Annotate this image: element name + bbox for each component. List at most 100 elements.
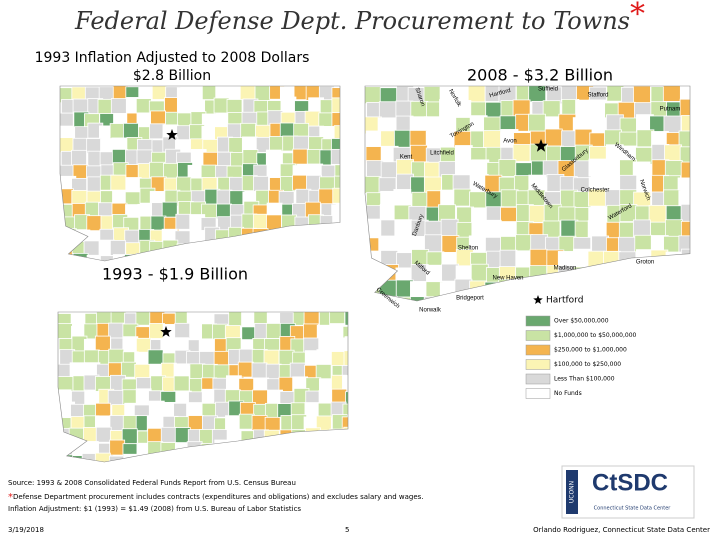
town: [437, 295, 456, 301]
town: [318, 188, 335, 205]
town-label: New Haven: [492, 276, 523, 282]
town: [316, 454, 333, 462]
town: [174, 322, 191, 339]
town: [269, 241, 285, 258]
town: [97, 98, 114, 115]
town: [266, 455, 283, 462]
town: [189, 230, 206, 246]
town: [604, 280, 623, 298]
town: [58, 376, 74, 392]
town: [332, 241, 340, 258]
town: [318, 429, 335, 446]
town: [303, 323, 319, 340]
town: [109, 240, 126, 256]
town: [365, 265, 383, 284]
town: [426, 264, 444, 283]
legend-swatch: [525, 373, 551, 385]
town: [334, 164, 340, 181]
town: [279, 243, 296, 260]
town: [587, 220, 606, 239]
town: [648, 204, 667, 223]
town: [294, 242, 311, 259]
town: [330, 148, 340, 165]
town: [500, 189, 519, 208]
town: [330, 443, 347, 460]
note-text: Defense Department procurement includes …: [13, 493, 424, 501]
town: [251, 362, 268, 379]
town: [279, 439, 296, 456]
town: [621, 266, 640, 285]
town: [664, 144, 682, 163]
town: [265, 149, 282, 166]
town: [61, 228, 77, 245]
town: [294, 255, 311, 261]
town: [341, 365, 348, 381]
town-label: Stafford: [588, 93, 609, 99]
town: [380, 161, 399, 180]
town: [226, 443, 243, 459]
town: [123, 453, 140, 462]
town-label: Litchfield: [430, 151, 454, 157]
town: [453, 188, 472, 207]
legend-marker-label: Hartford: [546, 296, 583, 306]
town: [365, 86, 382, 105]
town: [268, 229, 285, 246]
town: [252, 252, 269, 261]
town: [228, 137, 245, 153]
town: [332, 227, 340, 244]
legend-label: $1,000,000 to $50,000,000: [554, 332, 637, 339]
town: [409, 130, 428, 148]
town: [664, 296, 683, 301]
town: [632, 219, 651, 238]
town: [329, 428, 346, 445]
town: [665, 219, 683, 238]
town: [528, 204, 547, 223]
town-label: Putnam: [660, 107, 681, 113]
town: [217, 242, 234, 259]
town-label: Madison: [554, 266, 577, 272]
town: [291, 442, 308, 459]
inflation: Inflation Adjustment: $1 (1993) = $1.49 …: [8, 505, 301, 513]
town: [86, 254, 103, 261]
town: [122, 336, 139, 353]
town: [189, 242, 206, 258]
town: [649, 295, 668, 301]
town: [649, 265, 667, 283]
town: [331, 255, 340, 261]
town: [315, 364, 332, 380]
town: [110, 174, 127, 191]
town: [304, 227, 321, 244]
town: [176, 243, 193, 260]
star: [160, 326, 172, 337]
town: [58, 454, 74, 462]
town: [60, 188, 74, 205]
town: [342, 403, 348, 420]
town: [269, 253, 286, 261]
town: [305, 427, 321, 444]
legend-swatch: [525, 344, 551, 356]
town: [590, 266, 608, 285]
town: [254, 86, 271, 102]
town: [341, 441, 348, 458]
town: [211, 456, 228, 462]
town: [134, 363, 151, 380]
town: [307, 241, 324, 257]
town: [678, 266, 690, 285]
town: [94, 335, 111, 352]
town: [663, 115, 682, 134]
town-label: Colchester: [581, 188, 610, 194]
logo-bar: [566, 470, 578, 514]
logo: UCONN CtSDC Connecticut State Data Cente…: [561, 465, 695, 519]
town: [225, 415, 241, 432]
town: [318, 230, 335, 247]
town: [253, 454, 270, 462]
town: [280, 96, 297, 113]
town-label: Groton: [636, 260, 654, 266]
town: [95, 426, 112, 443]
town: [147, 349, 164, 366]
town: [681, 86, 690, 105]
town: [173, 375, 190, 392]
legend-swatch: [525, 388, 551, 399]
town-label: Suffield: [538, 87, 558, 93]
